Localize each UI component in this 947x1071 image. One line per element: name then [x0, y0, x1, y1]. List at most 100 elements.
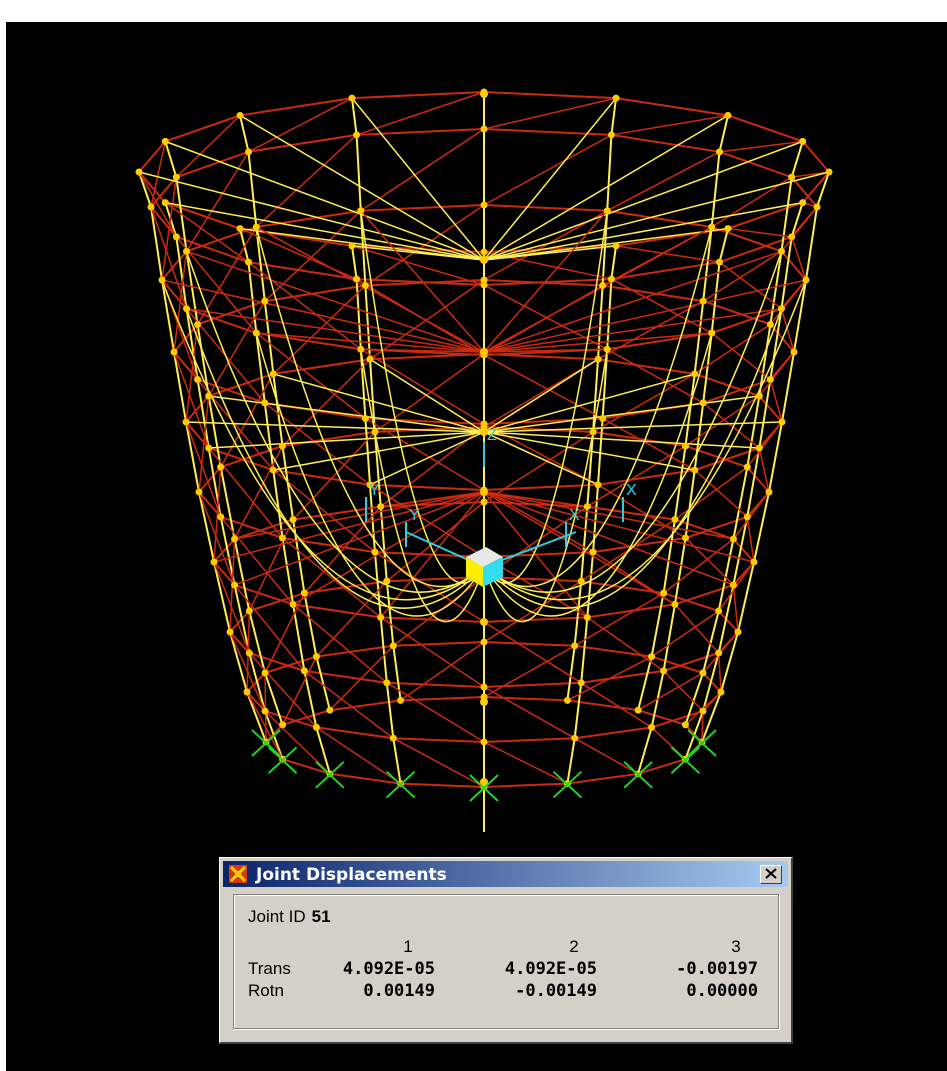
joint-node: [634, 706, 642, 714]
brace-member: [674, 466, 748, 521]
joint-node: [278, 442, 286, 450]
spoke-member: [483, 307, 782, 353]
joint-node: [147, 203, 155, 211]
brace-member: [248, 519, 294, 612]
spoke-member: [483, 140, 804, 261]
joint-node: [348, 242, 356, 250]
joint-node: [682, 442, 690, 450]
arc-member: [483, 279, 807, 601]
dialog-title: Joint Displacements: [256, 865, 447, 885]
joint-node: [170, 348, 178, 356]
joint-node: [777, 305, 785, 313]
brace-member: [213, 467, 222, 563]
joint-node: [825, 168, 833, 176]
arc-member: [483, 308, 783, 609]
brace-member: [185, 151, 250, 252]
column-header-3: 3: [731, 937, 741, 956]
joint-node: [357, 345, 365, 353]
arc-member: [255, 332, 485, 617]
joint-node: [777, 247, 785, 255]
joint-node: [245, 258, 253, 266]
axis-label: Y: [409, 507, 420, 524]
spoke-member: [164, 140, 485, 261]
spoke-member: [138, 171, 485, 261]
joint-node: [480, 488, 488, 496]
joint-node: [245, 607, 253, 615]
joint-node: [183, 247, 191, 255]
brace-member: [220, 516, 294, 605]
column-member: [351, 97, 402, 701]
brace-member: [685, 395, 760, 447]
spoke-member: [483, 431, 599, 486]
joint-node: [183, 305, 191, 313]
brace-member: [208, 447, 284, 539]
joint-node: [599, 281, 607, 289]
brace-member: [264, 210, 362, 302]
joint-node: [243, 688, 251, 696]
joint-node: [788, 173, 796, 181]
cube-icon[interactable]: [466, 547, 503, 587]
joint-node: [480, 683, 488, 691]
brace-member: [769, 379, 783, 423]
joint-node: [755, 444, 763, 452]
joint-node: [480, 90, 488, 98]
arc-member: [185, 308, 485, 609]
brace-member: [758, 447, 770, 493]
brace-member: [369, 279, 485, 360]
joint-node: [708, 223, 716, 231]
brace-member: [694, 469, 748, 518]
brace-member: [198, 395, 210, 493]
spoke-member: [483, 491, 588, 618]
brace-member: [185, 421, 222, 518]
brace-member: [483, 686, 576, 739]
brace-member: [175, 114, 241, 178]
joint-node: [366, 481, 374, 489]
joint-node: [371, 428, 379, 436]
joint-node: [765, 488, 773, 496]
spoke-member: [186, 307, 485, 353]
joint-id-value: 51: [311, 907, 331, 926]
spoke-member: [483, 279, 807, 353]
brace-member: [606, 348, 704, 404]
brace-member: [732, 584, 739, 633]
joint-node: [371, 548, 379, 556]
support-icon: [385, 770, 416, 799]
brace-member: [248, 97, 353, 153]
brace-member: [400, 641, 485, 702]
spoke-member: [483, 171, 830, 261]
support-icon: [469, 774, 499, 802]
joint-node: [210, 558, 218, 566]
brace-member: [351, 245, 485, 286]
brace-member: [483, 645, 576, 698]
joint-node: [594, 355, 602, 363]
close-button[interactable]: [760, 865, 782, 884]
frame-model[interactable]: Z Y X Y X: [6, 22, 947, 1071]
spoke-member: [161, 279, 485, 353]
joint-node: [195, 488, 203, 496]
joint-node: [231, 535, 239, 543]
joint-node: [172, 173, 180, 181]
support-icon: [670, 746, 701, 774]
joint-node: [377, 613, 385, 621]
joint-id-label: Joint ID: [248, 907, 306, 926]
joint-node: [766, 320, 774, 328]
joint-node: [599, 415, 607, 423]
brace-member: [281, 656, 318, 726]
trans-value-2: 4.092E-05: [504, 959, 597, 979]
column-member: [164, 202, 284, 760]
brace-member: [360, 128, 485, 212]
joint-node: [681, 721, 689, 729]
joint-node: [389, 734, 397, 742]
joint-id-row: Joint ID 51: [248, 907, 331, 927]
joint-node: [312, 653, 320, 661]
joint-node: [226, 628, 234, 636]
brace-member: [164, 202, 249, 263]
joint-node: [357, 207, 365, 215]
joint-node: [734, 628, 742, 636]
brace-member: [173, 251, 188, 353]
brace-member: [248, 652, 317, 728]
brace-member: [303, 670, 394, 739]
arc-member: [483, 251, 783, 593]
dialog-titlebar[interactable]: Joint Displacements: [223, 861, 788, 887]
brace-member: [592, 373, 696, 433]
